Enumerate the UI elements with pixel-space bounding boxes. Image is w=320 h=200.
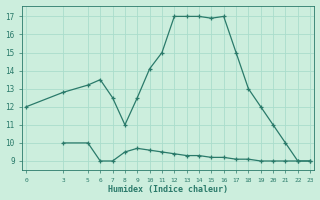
X-axis label: Humidex (Indice chaleur): Humidex (Indice chaleur) [108,185,228,194]
